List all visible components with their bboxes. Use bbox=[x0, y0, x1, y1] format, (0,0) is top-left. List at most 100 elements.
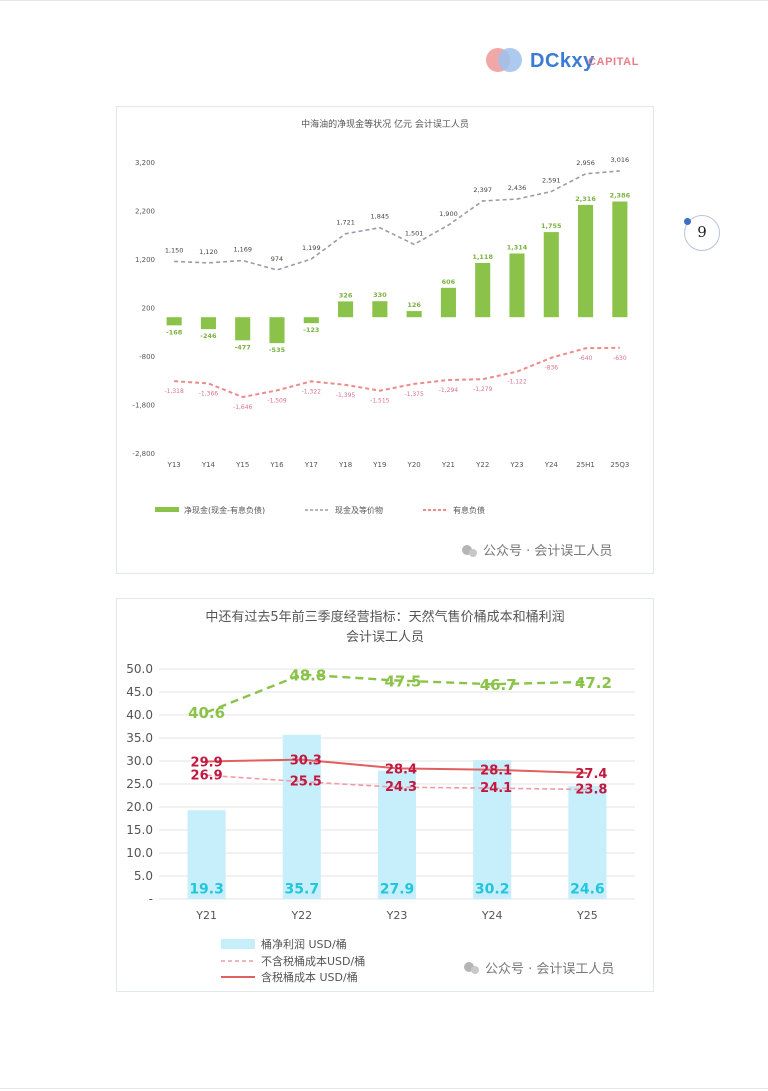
x-tick-label: Y24 bbox=[544, 461, 559, 469]
x-tick-label: Y25 bbox=[576, 909, 598, 922]
x-tick-label: Y16 bbox=[269, 461, 284, 469]
gas-price-line bbox=[206, 673, 588, 714]
watermark-2: 公众号 · 会计误工人员 bbox=[464, 962, 614, 977]
x-tick-label: Y21 bbox=[195, 909, 217, 922]
net-cash-value-label: 126 bbox=[407, 301, 421, 309]
logo-wordmark: DCkxy bbox=[530, 50, 595, 72]
gas-price-value-label: 47.5 bbox=[384, 673, 421, 691]
y-tick-label: 3,200 bbox=[135, 159, 155, 167]
cost-inc-tax-line bbox=[206, 758, 588, 774]
legend-label-cost-inc-tax: 含税桶成本 USD/桶 bbox=[261, 970, 358, 984]
cash-equivalents-line bbox=[174, 170, 620, 271]
cash-value-label: 2,956 bbox=[576, 159, 595, 167]
watermark-text-1: 公众号 · 会计误工人员 bbox=[483, 544, 612, 559]
profit-value-label: 30.2 bbox=[475, 882, 510, 898]
y-tick-label: -2,800 bbox=[132, 450, 155, 458]
cost-inc-tax-value-label: 29.9 bbox=[191, 755, 223, 770]
debt-value-label: -1,294 bbox=[439, 387, 459, 394]
net-cash-value-label: 1,314 bbox=[507, 243, 528, 251]
cash-value-label: 974 bbox=[271, 255, 283, 263]
profit-value-label: 35.7 bbox=[285, 882, 320, 898]
net-cash-value-label: 330 bbox=[373, 291, 387, 299]
y-tick-label: - bbox=[149, 892, 153, 906]
y-tick-label: -800 bbox=[139, 353, 155, 361]
net-cash-bar bbox=[235, 317, 251, 341]
net-cash-bar bbox=[269, 317, 285, 344]
legend-label-net-cash: 净现金(现金-有息负债) bbox=[184, 505, 265, 515]
profit-bar bbox=[282, 734, 321, 899]
profit-bar bbox=[187, 810, 226, 899]
chart1-title: 中海油的净现金等状况 亿元 会计误工人员 bbox=[301, 118, 469, 130]
y-tick-label: 5.0 bbox=[134, 869, 153, 883]
y-tick-label: 15.0 bbox=[126, 823, 153, 837]
y-tick-label: 25.0 bbox=[126, 777, 153, 791]
x-tick-label: Y20 bbox=[407, 461, 421, 469]
cost-ex-tax-value-label: 24.1 bbox=[480, 781, 512, 796]
y-tick-label: 40.0 bbox=[126, 708, 153, 722]
legend-swatch-net-cash bbox=[155, 507, 179, 512]
profit-bar bbox=[377, 770, 417, 899]
cost-ex-tax-value-label: 23.8 bbox=[575, 783, 607, 798]
net-cash-value-label: 1,755 bbox=[541, 222, 562, 230]
net-cash-bar bbox=[612, 201, 628, 318]
net-cash-value-label: -123 bbox=[303, 326, 319, 334]
y-tick-label: 10.0 bbox=[126, 846, 153, 860]
legend-label-cash: 现金及等价物 bbox=[335, 505, 383, 515]
x-tick-label: Y23 bbox=[386, 909, 408, 922]
net-cash-value-label: -477 bbox=[235, 343, 251, 351]
cash-value-label: 2,591 bbox=[542, 177, 561, 185]
debt-value-label: -1,509 bbox=[267, 397, 287, 404]
net-cash-bar bbox=[166, 317, 182, 326]
cash-value-label: 1,169 bbox=[233, 246, 252, 254]
x-tick-label: Y21 bbox=[441, 461, 455, 469]
cost-ex-tax-value-label: 24.3 bbox=[385, 780, 417, 795]
x-tick-label: Y14 bbox=[201, 461, 216, 469]
profit-bar bbox=[568, 785, 607, 899]
logo-subtitle: CAPITAL bbox=[588, 56, 640, 68]
barrel-metrics-chart: 中还有过去5年前三季度经营指标：天然气售价桶成本和桶利润 会计误工人员 - 5.0… bbox=[126, 609, 635, 984]
net-cash-bar bbox=[440, 287, 456, 318]
net-cash-chart-panel: 中海油的净现金等状况 亿元 会计误工人员 -2,800 -1,800 -800 200… bbox=[116, 106, 654, 574]
x-tick-label: Y24 bbox=[481, 909, 503, 922]
x-tick-label: 25Q3 bbox=[610, 461, 629, 469]
net-cash-value-label: 2,386 bbox=[610, 191, 631, 199]
net-cash-value-label: 606 bbox=[442, 278, 456, 286]
x-tick-label: Y17 bbox=[304, 461, 318, 469]
cash-value-label: 1,845 bbox=[371, 213, 390, 221]
y-tick-label: 30.0 bbox=[126, 754, 153, 768]
page-number: 9 bbox=[697, 223, 707, 241]
debt-value-label: -1,322 bbox=[302, 388, 322, 395]
cost-inc-tax-value-label: 28.4 bbox=[385, 762, 417, 777]
chart2-title: 中还有过去5年前三季度经营指标：天然气售价桶成本和桶利润 bbox=[205, 609, 564, 625]
net-cash-bar bbox=[338, 301, 354, 318]
cash-value-label: 1,721 bbox=[336, 219, 355, 227]
profit-value-label: 19.3 bbox=[189, 882, 224, 898]
company-logo bbox=[486, 48, 522, 72]
x-tick-label: Y13 bbox=[167, 461, 181, 469]
y-tick-label: 35.0 bbox=[126, 731, 153, 745]
cash-value-label: 1,900 bbox=[439, 210, 458, 218]
debt-value-label: -1,279 bbox=[473, 386, 493, 393]
y-tick-label: 2,200 bbox=[135, 208, 155, 216]
net-cash-value-label: 326 bbox=[339, 291, 353, 299]
cash-value-label: 1,120 bbox=[199, 248, 218, 256]
cash-value-label: 1,501 bbox=[405, 229, 424, 237]
cost-inc-tax-value-label: 28.1 bbox=[480, 764, 512, 779]
net-cash-value-label: -246 bbox=[200, 332, 217, 340]
debt-value-label: -1,122 bbox=[507, 379, 527, 386]
debt-value-label: -1,395 bbox=[336, 392, 356, 399]
x-tick-label: Y19 bbox=[372, 461, 386, 469]
cost-ex-tax-value-label: 26.9 bbox=[191, 768, 223, 783]
page-indicator-dot bbox=[684, 218, 691, 225]
cash-value-label: 1,199 bbox=[302, 244, 321, 252]
x-tick-label: Y22 bbox=[475, 461, 489, 469]
watermark-1: 公众号 · 会计误工人员 bbox=[462, 544, 612, 559]
cash-value-label: 3,016 bbox=[611, 156, 630, 164]
y-tick-label: 50.0 bbox=[126, 662, 153, 676]
cash-value-label: 2,397 bbox=[473, 186, 492, 194]
net-cash-chart: 中海油的净现金等状况 亿元 会计误工人员 -2,800 -1,800 -800 200… bbox=[132, 118, 631, 559]
x-tick-label: Y18 bbox=[338, 461, 352, 469]
net-cash-bar bbox=[200, 317, 216, 330]
x-tick-label: Y22 bbox=[290, 909, 312, 922]
y-tick-label: 20.0 bbox=[126, 800, 153, 814]
